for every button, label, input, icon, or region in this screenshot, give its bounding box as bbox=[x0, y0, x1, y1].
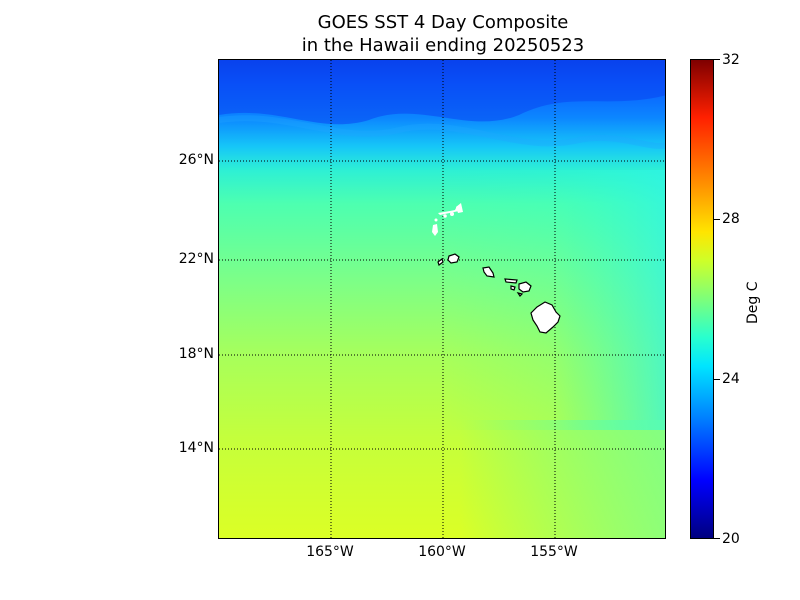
lat-label-26n: 26°N bbox=[178, 152, 214, 168]
graticule bbox=[219, 60, 665, 538]
lat-label-18n: 18°N bbox=[178, 346, 214, 362]
sst-southeast bbox=[459, 420, 665, 538]
sst-map-canvas bbox=[219, 60, 665, 538]
sst-map bbox=[218, 59, 666, 539]
lon-label-155w: 155°W bbox=[530, 544, 578, 560]
colorbar-label-32: 32 bbox=[722, 52, 740, 68]
northwestern-islands bbox=[432, 203, 463, 236]
colorbar-tick bbox=[714, 379, 720, 380]
lat-label-14n: 14°N bbox=[178, 440, 214, 456]
map-title-line-1: GOES SST 4 Day Composite bbox=[317, 12, 569, 33]
colorbar-label-28: 28 bbox=[722, 211, 740, 227]
lat-label-22n: 22°N bbox=[178, 251, 214, 267]
map-title-line-2: in the Hawaii ending 20250523 bbox=[301, 35, 585, 56]
island-hawaii bbox=[530, 301, 561, 334]
colorbar-tick bbox=[714, 219, 720, 220]
nw-island-chain-a bbox=[438, 206, 461, 215]
sst-warm-cool-east bbox=[439, 170, 665, 430]
island-niihau bbox=[437, 258, 444, 266]
island-molokai bbox=[504, 278, 518, 284]
colorbar bbox=[690, 59, 714, 539]
colorbar-tick bbox=[714, 59, 720, 60]
lon-label-160w: 160°W bbox=[418, 544, 466, 560]
nw-island-chain-b bbox=[432, 224, 438, 236]
island-kahoolawe bbox=[516, 292, 524, 297]
lon-label-165w: 165°W bbox=[306, 544, 354, 560]
island-maui bbox=[518, 281, 532, 293]
sst-filament bbox=[219, 115, 665, 149]
island-lanai bbox=[510, 285, 516, 291]
hawaiian-islands bbox=[437, 253, 561, 334]
island-oahu bbox=[482, 266, 495, 278]
island-kauai bbox=[447, 253, 460, 264]
colorbar-tick bbox=[714, 538, 720, 539]
colorbar-unit-label: Deg C bbox=[745, 281, 761, 324]
colorbar-label-24: 24 bbox=[722, 371, 740, 387]
colorbar-label-20: 20 bbox=[722, 531, 740, 547]
